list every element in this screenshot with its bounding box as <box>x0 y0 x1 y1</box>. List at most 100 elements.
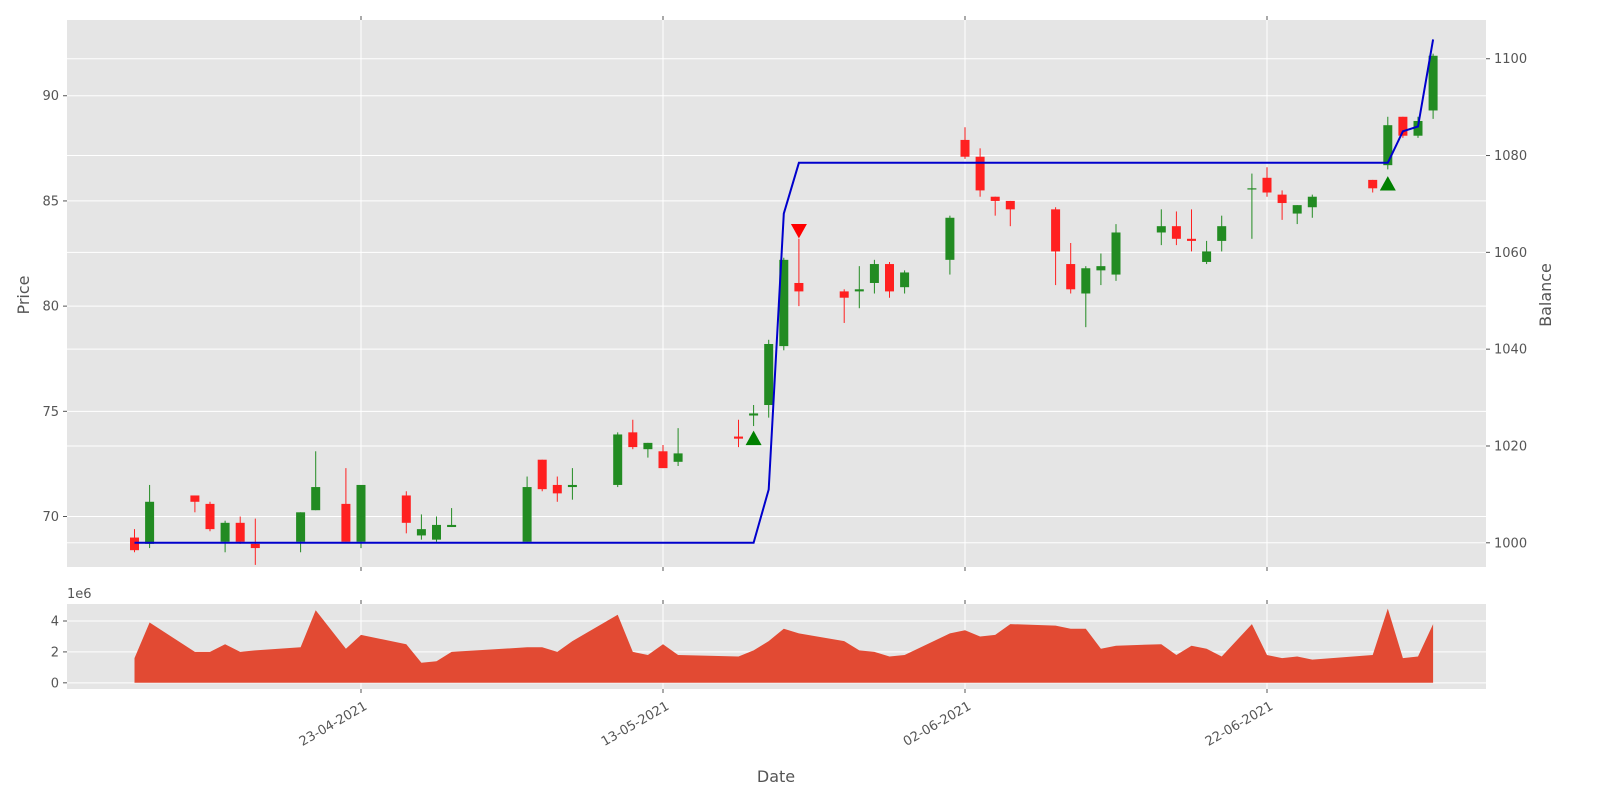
candle-body <box>1307 196 1317 208</box>
candle-body <box>1262 177 1272 193</box>
candle-body <box>885 264 894 292</box>
candle <box>356 484 366 549</box>
candle-body <box>960 139 970 157</box>
candle <box>145 484 155 549</box>
candle-body <box>537 459 547 490</box>
candle <box>869 259 879 294</box>
volume-tick-label: 2 <box>51 645 59 660</box>
candle <box>794 238 804 307</box>
candle-body <box>945 217 955 260</box>
price-tick-label: 85 <box>42 194 59 209</box>
candle-body <box>1066 264 1076 290</box>
candle <box>205 501 215 532</box>
candle-body <box>779 259 789 347</box>
candle-body <box>1217 226 1227 241</box>
candle-body <box>900 272 910 288</box>
candle <box>220 520 230 553</box>
candle <box>567 468 577 500</box>
candle-body <box>145 501 155 544</box>
candle-body <box>1247 188 1257 190</box>
candle <box>1202 240 1212 265</box>
trade-markers <box>745 176 1396 446</box>
buy-marker <box>1379 176 1396 191</box>
balance-gridlines <box>67 58 1486 544</box>
candle <box>1368 179 1378 193</box>
candle <box>900 270 910 294</box>
candle <box>1428 53 1438 119</box>
candle-body <box>990 196 1000 201</box>
candle-body <box>613 434 623 485</box>
candle-body <box>250 543 260 549</box>
candle <box>1171 211 1181 246</box>
balance-tick-label: 1100 <box>1494 52 1527 67</box>
volume-x-tick-marks <box>360 600 1268 693</box>
candle <box>990 196 1000 216</box>
candle-body <box>205 503 215 530</box>
candle-body <box>1171 226 1181 239</box>
candle <box>552 476 562 502</box>
candle <box>1307 194 1317 218</box>
candle <box>1217 215 1227 252</box>
candle <box>1247 173 1257 239</box>
price-axis-label: Price <box>14 275 33 314</box>
candle-body <box>1292 205 1302 214</box>
candle-body <box>130 537 139 551</box>
volume-scale-label: 1e6 <box>67 587 92 602</box>
candle <box>839 289 849 323</box>
candle-body <box>869 264 879 283</box>
candle-body <box>356 484 366 542</box>
candle <box>537 459 547 492</box>
candle <box>960 127 970 159</box>
volume-y-tick-labels: 0 2 4 <box>51 615 67 691</box>
candle-body <box>1202 251 1212 262</box>
candle-body <box>764 343 774 406</box>
volume-tick-label: 4 <box>51 615 59 630</box>
candle <box>749 405 759 427</box>
sell-marker <box>790 223 807 239</box>
candle <box>1187 209 1196 252</box>
candle <box>1081 266 1091 328</box>
candle <box>1398 116 1408 138</box>
candle <box>854 266 864 309</box>
candle <box>1262 167 1272 197</box>
candle-body <box>734 436 743 439</box>
volume-tick-label: 0 <box>51 676 59 691</box>
candle-body <box>552 484 562 494</box>
candle-body <box>296 512 306 542</box>
candle-body <box>235 522 245 542</box>
candle <box>1051 207 1061 286</box>
candle <box>975 148 985 197</box>
candle <box>673 428 683 467</box>
candle <box>734 419 743 448</box>
candle <box>522 476 532 542</box>
date-axis-label: Date <box>757 767 795 786</box>
candle-body <box>567 484 577 488</box>
candle <box>945 215 955 275</box>
candle-body <box>522 487 532 542</box>
balance-y-tick-labels: 1000 1020 1040 1060 1080 1100 <box>1486 52 1527 551</box>
candle <box>658 444 668 469</box>
volume-panel: 0 2 4 1e6 <box>51 587 1486 693</box>
candle <box>613 432 623 488</box>
candle <box>1066 243 1076 294</box>
volume-area <box>134 608 1434 683</box>
price-tick-label: 75 <box>42 405 59 420</box>
candle-body <box>854 289 864 292</box>
candle-body <box>794 282 804 292</box>
candle-body <box>643 442 653 450</box>
candle-body <box>749 413 759 416</box>
balance-tick-label: 1000 <box>1494 536 1527 551</box>
candle-body <box>401 495 411 523</box>
candle <box>311 451 321 511</box>
candle-body <box>1413 120 1423 136</box>
candle-body <box>1051 209 1061 252</box>
candle <box>779 257 789 351</box>
candle-body <box>975 156 985 191</box>
candle <box>1005 200 1015 227</box>
candle-body <box>311 487 321 511</box>
candle-body <box>220 522 230 542</box>
candle-body <box>416 529 426 536</box>
candle <box>628 419 638 450</box>
candle <box>764 339 774 418</box>
